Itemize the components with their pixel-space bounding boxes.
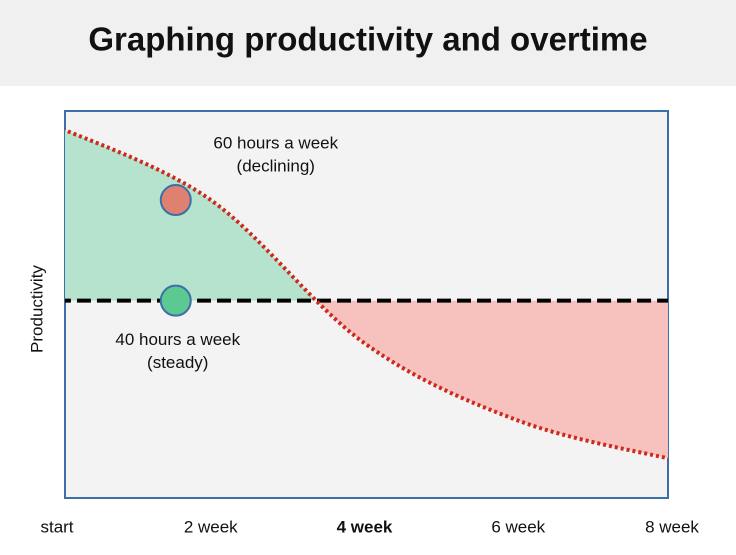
point-marker	[159, 284, 192, 317]
loss-area-group	[316, 300, 668, 459]
x-tick-label: 2 week	[184, 517, 238, 536]
y-axis-label: Productivity	[27, 265, 46, 353]
gain-area-group	[65, 130, 668, 301]
annotation: (steady)	[147, 353, 208, 372]
x-tick-label: 6 week	[491, 517, 545, 536]
plot-layer	[65, 127, 668, 461]
x-tick-label: 4 week	[337, 517, 393, 536]
annotation: 60 hours a week	[213, 133, 338, 152]
point-marker	[159, 184, 192, 217]
title-banner	[0, 0, 736, 86]
x-tick-label: start	[40, 517, 73, 536]
annotation: (declining)	[237, 156, 315, 175]
overlay: start 2 week 4 week 6 week 8 week 60 hours a …	[40, 133, 699, 536]
annotation: 40 hours a week	[115, 330, 240, 349]
chart-title: Graphing productivity and overtime	[88, 21, 647, 58]
declining-line	[65, 127, 668, 461]
loss-area	[316, 300, 668, 459]
gain-area	[65, 130, 668, 301]
x-tick-label: 8 week	[645, 517, 699, 536]
